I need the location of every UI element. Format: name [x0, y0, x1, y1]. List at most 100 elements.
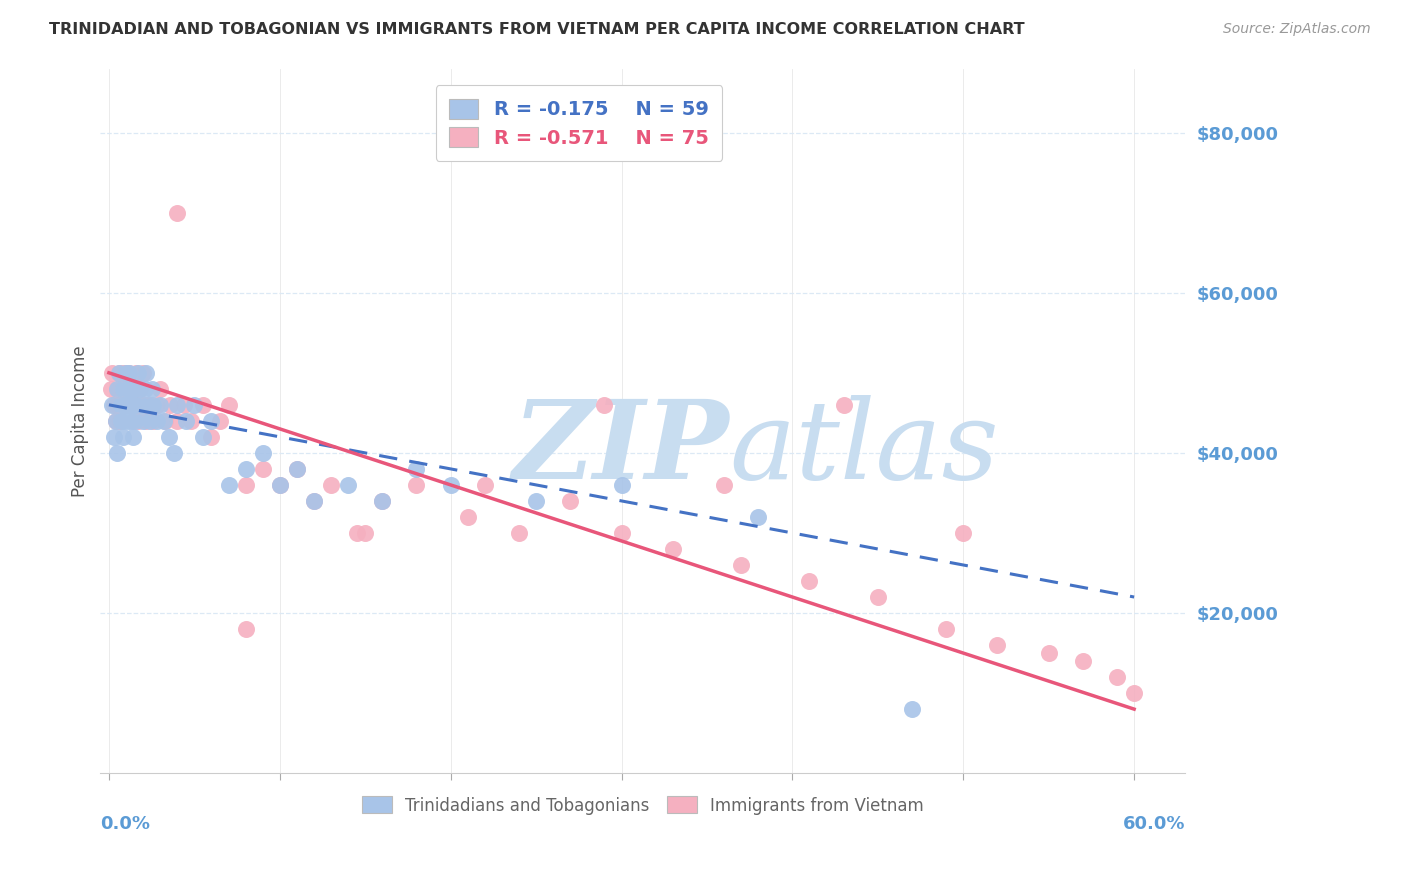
Point [104, 414, 127, 428]
Point [145, 414, 167, 428]
Point [235, 478, 257, 492]
Point [610, 478, 633, 492]
Y-axis label: Per Capita Income: Per Capita Income [72, 345, 89, 497]
Point [107, 382, 129, 396]
Point [1123, 686, 1146, 700]
Point [524, 494, 547, 508]
Point [157, 430, 180, 444]
Point [986, 638, 1008, 652]
Point [118, 398, 141, 412]
Point [117, 414, 139, 428]
Point [173, 398, 195, 412]
Point [180, 414, 202, 428]
Point [166, 398, 188, 412]
Point [128, 382, 150, 396]
Point [155, 414, 177, 428]
Point [118, 398, 141, 412]
Point [235, 622, 257, 636]
Point [149, 382, 172, 396]
Point [662, 541, 685, 556]
Point [107, 398, 129, 412]
Point [560, 494, 582, 508]
Text: 60.0%: 60.0% [1123, 815, 1185, 833]
Point [799, 574, 821, 588]
Point [121, 430, 143, 444]
Point [145, 398, 167, 412]
Point [593, 398, 616, 412]
Text: atlas: atlas [730, 395, 1000, 503]
Point [104, 414, 127, 428]
Point [103, 430, 125, 444]
Point [713, 478, 735, 492]
Point [127, 414, 149, 428]
Point [103, 398, 125, 412]
Point [457, 510, 479, 524]
Point [337, 478, 360, 492]
Text: ZIP: ZIP [513, 395, 730, 503]
Point [302, 494, 325, 508]
Point [110, 398, 132, 412]
Point [125, 366, 148, 380]
Point [100, 382, 122, 396]
Point [183, 398, 205, 412]
Point [127, 366, 149, 380]
Point [131, 398, 153, 412]
Point [866, 590, 889, 604]
Point [135, 366, 157, 380]
Point [440, 478, 463, 492]
Point [117, 398, 139, 412]
Point [135, 414, 157, 428]
Text: Source: ZipAtlas.com: Source: ZipAtlas.com [1223, 22, 1371, 37]
Point [935, 622, 957, 636]
Point [121, 414, 143, 428]
Text: TRINIDADIAN AND TOBAGONIAN VS IMMIGRANTS FROM VIETNAM PER CAPITA INCOME CORRELAT: TRINIDADIAN AND TOBAGONIAN VS IMMIGRANTS… [49, 22, 1025, 37]
Point [142, 398, 165, 412]
Point [174, 414, 197, 428]
Point [128, 382, 150, 396]
Point [218, 398, 240, 412]
Point [610, 525, 633, 540]
Point [319, 478, 342, 492]
Point [163, 446, 186, 460]
Point [474, 478, 496, 492]
Point [191, 430, 214, 444]
Point [149, 398, 172, 412]
Point [110, 414, 132, 428]
Point [901, 702, 924, 716]
Point [200, 414, 222, 428]
Point [115, 366, 138, 380]
Point [136, 398, 159, 412]
Point [132, 414, 155, 428]
Point [371, 494, 394, 508]
Text: 0.0%: 0.0% [100, 815, 150, 833]
Point [118, 366, 141, 380]
Point [508, 525, 530, 540]
Point [115, 382, 138, 396]
Point [132, 366, 155, 380]
Legend: Trinidadians and Tobagonians, Immigrants from Vietnam: Trinidadians and Tobagonians, Immigrants… [356, 789, 931, 822]
Point [115, 366, 138, 380]
Point [120, 382, 142, 396]
Point [110, 414, 132, 428]
Point [124, 382, 146, 396]
Point [346, 525, 368, 540]
Point [101, 366, 124, 380]
Point [142, 414, 165, 428]
Point [218, 478, 240, 492]
Point [112, 398, 135, 412]
Point [108, 366, 131, 380]
Point [117, 382, 139, 396]
Point [112, 398, 135, 412]
Point [125, 398, 148, 412]
Point [371, 494, 394, 508]
Point [952, 525, 974, 540]
Point [405, 478, 427, 492]
Point [101, 398, 124, 412]
Point [747, 510, 769, 524]
Point [252, 446, 274, 460]
Point [285, 462, 308, 476]
Point [112, 414, 135, 428]
Point [118, 366, 141, 380]
Point [124, 414, 146, 428]
Point [235, 462, 257, 476]
